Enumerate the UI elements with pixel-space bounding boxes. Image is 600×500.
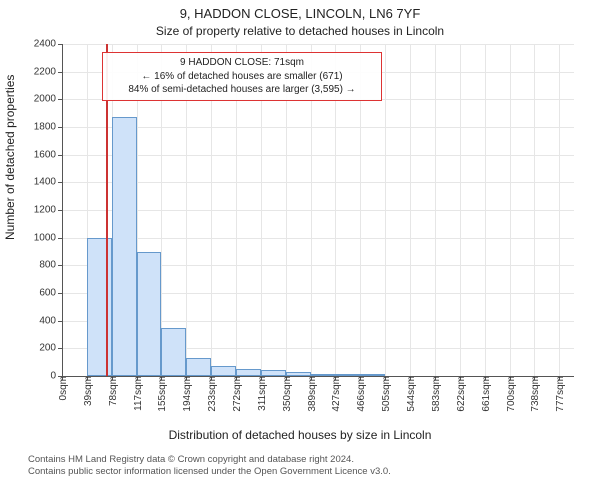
x-tick-label: 427sqm <box>331 376 342 412</box>
annotation-line: 9 HADDON CLOSE: 71sqm <box>109 56 375 70</box>
x-tick-label: 311sqm <box>257 376 268 411</box>
x-tick-label: 350sqm <box>282 376 293 412</box>
gridline-v <box>559 44 560 376</box>
attribution-line: Contains HM Land Registry data © Crown c… <box>28 454 391 466</box>
annotation-line: 84% of semi-detached houses are larger (… <box>109 83 375 97</box>
histogram-bar <box>186 358 211 376</box>
x-axis-label: Distribution of detached houses by size … <box>0 428 600 442</box>
gridline-h <box>62 44 574 45</box>
y-axis-label: Number of detached properties <box>3 75 17 240</box>
x-tick-label: 117sqm <box>133 376 144 411</box>
gridline-h <box>62 127 574 128</box>
x-tick-label: 0sqm <box>58 376 69 400</box>
gridline-h <box>62 238 574 239</box>
histogram-bar <box>161 328 186 376</box>
histogram-bar <box>211 366 236 376</box>
attribution-line: Contains public sector information licen… <box>28 466 391 478</box>
gridline-v <box>460 44 461 376</box>
x-tick-label: 466sqm <box>356 376 367 412</box>
gridline-v <box>534 44 535 376</box>
gridline-h <box>62 155 574 156</box>
gridline-v <box>410 44 411 376</box>
gridline-v <box>510 44 511 376</box>
attribution-text: Contains HM Land Registry data © Crown c… <box>28 454 391 479</box>
x-tick-label: 777sqm <box>555 376 566 412</box>
x-tick-label: 155sqm <box>157 376 168 412</box>
plot-area: 0200400600800100012001400160018002000220… <box>62 44 574 376</box>
gridline-h <box>62 210 574 211</box>
histogram-bar <box>236 369 261 376</box>
gridline-h <box>62 182 574 183</box>
histogram-bar <box>112 117 137 376</box>
x-axis-line <box>62 376 574 377</box>
x-tick-label: 272sqm <box>232 376 243 412</box>
y-axis-line <box>62 44 63 376</box>
x-tick-label: 194sqm <box>182 376 193 412</box>
gridline-v <box>385 44 386 376</box>
x-tick-label: 39sqm <box>83 376 94 406</box>
x-tick-label: 544sqm <box>406 376 417 412</box>
gridline-v <box>435 44 436 376</box>
x-tick-label: 583sqm <box>431 376 442 412</box>
x-tick-label: 505sqm <box>381 376 392 412</box>
x-tick-label: 661sqm <box>481 376 492 412</box>
x-tick-label: 700sqm <box>506 376 517 412</box>
x-tick-label: 389sqm <box>307 376 318 412</box>
property-size-chart: 9, HADDON CLOSE, LINCOLN, LN6 7YF Size o… <box>0 0 600 500</box>
annotation-box: 9 HADDON CLOSE: 71sqm← 16% of detached h… <box>102 52 382 101</box>
chart-title: 9, HADDON CLOSE, LINCOLN, LN6 7YF <box>0 6 600 21</box>
x-tick-label: 78sqm <box>108 376 119 406</box>
annotation-line: ← 16% of detached houses are smaller (67… <box>109 70 375 84</box>
x-tick-label: 738sqm <box>530 376 541 412</box>
gridline-v <box>485 44 486 376</box>
x-tick-label: 233sqm <box>207 376 218 412</box>
x-tick-label: 622sqm <box>456 376 467 412</box>
histogram-bar <box>137 252 161 377</box>
chart-subtitle: Size of property relative to detached ho… <box>0 24 600 38</box>
